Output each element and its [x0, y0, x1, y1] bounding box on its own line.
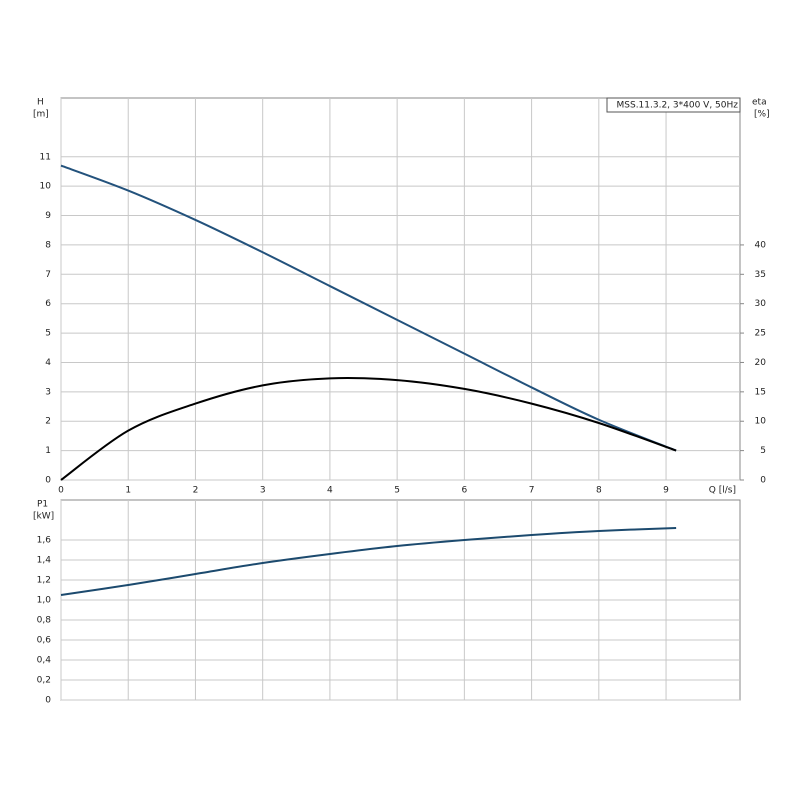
x-tick-label: 7: [529, 486, 535, 496]
x-tick-label: 1: [125, 486, 131, 496]
y-tick-label: 1,6: [37, 536, 52, 546]
y2-tick-label: 10: [755, 417, 767, 427]
y-tick-label: 0: [45, 476, 51, 486]
y-tick-label: 0,8: [37, 616, 52, 626]
x-tick-label: 6: [461, 486, 467, 496]
y-axis-unit: [m]: [33, 110, 49, 120]
x-tick-label: 5: [394, 486, 400, 496]
x-tick-label: 8: [596, 486, 602, 496]
y-tick-label: 1: [45, 446, 51, 456]
curve-p1: [60, 527, 677, 596]
x-axis-label: Q [l/s]: [709, 486, 736, 496]
y-tick-label: 1,2: [37, 576, 51, 586]
x-tick-label: 9: [663, 486, 669, 496]
legend-box: [606, 97, 741, 113]
y-tick-label: 10: [40, 182, 52, 192]
y-axis-label: P1: [37, 500, 48, 510]
y2-tick-label: 15: [755, 387, 766, 397]
y-tick-label: 1,4: [37, 556, 52, 566]
y-tick-label: 6: [45, 299, 51, 309]
y2-axis-unit: [%]: [754, 110, 770, 120]
y2-tick-label: 5: [760, 446, 766, 456]
y2-axis-label: eta: [752, 98, 767, 108]
y-tick-label: 5: [45, 329, 51, 339]
y-tick-label: 7: [45, 270, 51, 280]
plot-frame-top: [60, 97, 741, 481]
x-tick-label: 2: [193, 486, 199, 496]
y-tick-label: 1,0: [37, 596, 52, 606]
curve-h: [60, 164, 677, 452]
y-axis-unit: [kW]: [33, 512, 54, 522]
y-tick-label: 0: [45, 696, 51, 706]
y-tick-label: 0,2: [37, 676, 51, 686]
curve-eta: [60, 376, 677, 481]
y2-tick-label: 35: [755, 270, 766, 280]
y-tick-label: 11: [40, 152, 51, 162]
y-tick-label: 0,4: [37, 656, 52, 666]
y-tick-label: 8: [45, 240, 51, 250]
y2-tick-label: 25: [755, 329, 766, 339]
y2-tick-label: 30: [755, 299, 767, 309]
y-tick-label: 2: [45, 417, 51, 427]
y-tick-label: 3: [45, 387, 51, 397]
x-tick-label: 0: [58, 486, 64, 496]
x-tick-label: 3: [260, 486, 266, 496]
y2-tick-label: 20: [755, 358, 767, 368]
x-tick-label: 4: [327, 486, 333, 496]
y2-tick-label: 0: [760, 476, 766, 486]
y-tick-label: 4: [45, 358, 51, 368]
y2-tick-label: 40: [755, 240, 767, 250]
legend-text: MSS.11.3.2, 3*400 V, 50Hz: [617, 101, 739, 111]
y-axis-label: H: [37, 98, 44, 108]
y-tick-label: 0,6: [37, 636, 52, 646]
y-tick-label: 9: [45, 211, 51, 221]
